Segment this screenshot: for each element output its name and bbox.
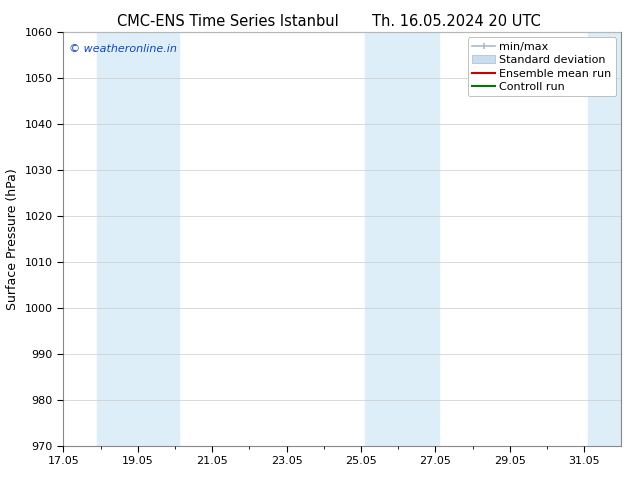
Y-axis label: Surface Pressure (hPa): Surface Pressure (hPa) (6, 168, 19, 310)
Bar (138, 32, 179, 446)
Text: CMC-ENS Time Series Istanbul: CMC-ENS Time Series Istanbul (117, 14, 339, 29)
Text: Th. 16.05.2024 20 UTC: Th. 16.05.2024 20 UTC (372, 14, 541, 29)
Bar (97, 32, 138, 446)
Legend: min/max, Standard deviation, Ensemble mean run, Controll run: min/max, Standard deviation, Ensemble me… (468, 37, 616, 97)
Bar (365, 32, 402, 446)
Bar (588, 32, 621, 446)
Text: © weatheronline.in: © weatheronline.in (69, 44, 177, 54)
Bar (402, 32, 439, 446)
